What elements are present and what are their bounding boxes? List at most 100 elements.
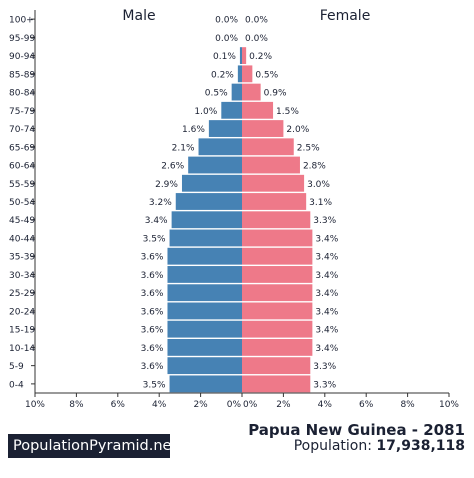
- female-value-label: 0.2%: [249, 52, 272, 62]
- female-bar-10-14: [242, 338, 313, 356]
- x-tick-label-right: 0%: [243, 400, 258, 410]
- male-bar-85-89: [237, 65, 242, 83]
- male-value-label: 2.1%: [172, 143, 195, 153]
- y-tick-label: 0-4: [9, 380, 24, 390]
- female-value-label: 2.8%: [303, 162, 326, 172]
- y-tick-label: 65-69: [9, 143, 35, 153]
- y-tick-label: 40-44: [9, 234, 35, 244]
- male-value-label: 0.2%: [211, 70, 234, 80]
- female-bar-55-59: [242, 174, 305, 192]
- male-value-label: 3.5%: [143, 380, 166, 390]
- y-tick-label: 5-9: [9, 362, 24, 372]
- male-bar-15-19: [167, 320, 242, 338]
- male-bar-90-94: [239, 47, 242, 65]
- male-bar-25-29: [167, 284, 242, 302]
- male-value-label: 3.2%: [149, 198, 172, 208]
- female-bar-60-64: [242, 156, 300, 174]
- male-bar-20-24: [167, 302, 242, 320]
- population-value: 17,938,118: [376, 438, 465, 454]
- x-tick-label-left: 2%: [193, 400, 208, 410]
- y-tick-label: 80-84: [9, 89, 35, 99]
- female-bar-5-9: [242, 357, 311, 375]
- female-value-label: 3.3%: [313, 362, 336, 372]
- y-tick-label: 10-14: [9, 344, 35, 354]
- legend-male: Male: [122, 8, 155, 24]
- legend-female: Female: [320, 8, 371, 24]
- male-bar-45-49: [171, 211, 242, 229]
- male-value-label: 3.6%: [141, 253, 164, 263]
- male-value-label: 3.6%: [141, 307, 164, 317]
- male-value-label: 0.5%: [205, 89, 228, 99]
- female-bar-25-29: [242, 284, 313, 302]
- brand-logo[interactable]: PopulationPyramid.net: [8, 434, 177, 458]
- female-bar-50-54: [242, 193, 307, 210]
- male-value-label: 1.6%: [182, 125, 205, 135]
- male-value-label: 3.6%: [141, 271, 164, 281]
- male-value-label: 1.0%: [194, 107, 217, 117]
- x-tick-label-right: 10%: [439, 400, 459, 410]
- male-bar-50-54: [175, 193, 242, 210]
- female-bar-45-49: [242, 211, 311, 229]
- male-value-label: 3.5%: [143, 234, 166, 244]
- female-bar-20-24: [242, 302, 313, 320]
- x-tick-label-right: 2%: [276, 400, 291, 410]
- female-value-label: 0.5%: [255, 70, 278, 80]
- male-bar-55-59: [181, 174, 242, 192]
- y-tick-label: 45-49: [9, 216, 35, 226]
- y-tick-label: 55-59: [9, 180, 35, 190]
- female-bar-70-74: [242, 120, 284, 137]
- female-value-label: 3.4%: [315, 271, 338, 281]
- female-value-label: 3.3%: [313, 216, 336, 226]
- female-value-label: 3.4%: [315, 344, 338, 354]
- chart-title: Papua New Guinea - 2081: [248, 421, 465, 439]
- female-bar-15-19: [242, 320, 313, 338]
- female-value-label: 3.0%: [307, 180, 330, 190]
- female-value-label: 3.4%: [315, 289, 338, 299]
- female-value-label: 3.4%: [315, 307, 338, 317]
- male-bar-40-44: [169, 229, 242, 247]
- female-value-label: 3.4%: [315, 234, 338, 244]
- x-tick-label-right: 6%: [359, 400, 374, 410]
- male-value-label: 2.9%: [155, 180, 178, 190]
- x-tick-label-left: 4%: [152, 400, 167, 410]
- y-tick-label: 25-29: [9, 289, 35, 299]
- y-tick-label: 95-99: [9, 34, 35, 44]
- female-bar-80-84: [242, 83, 261, 101]
- female-value-label: 3.4%: [315, 326, 338, 336]
- population-line: Population: 17,938,118: [294, 438, 465, 454]
- female-bar-90-94: [242, 47, 247, 65]
- y-tick-label: 15-19: [9, 326, 35, 336]
- y-tick-label: 75-79: [9, 107, 35, 117]
- female-value-label: 1.5%: [276, 107, 299, 117]
- female-value-label: 0.9%: [264, 89, 287, 99]
- y-tick-label: 100+: [9, 16, 34, 26]
- male-bar-10-14: [167, 338, 242, 356]
- male-value-label: 3.6%: [141, 289, 164, 299]
- x-tick-label-left: 8%: [69, 400, 84, 410]
- female-value-label: 3.1%: [309, 198, 332, 208]
- y-tick-label: 35-39: [9, 253, 35, 263]
- male-value-label: 3.6%: [141, 344, 164, 354]
- y-tick-label: 70-74: [9, 125, 35, 135]
- female-value-label: 2.5%: [297, 143, 320, 153]
- y-tick-label: 90-94: [9, 52, 35, 62]
- female-bar-75-79: [242, 101, 274, 119]
- male-bar-70-74: [208, 120, 242, 137]
- male-bar-60-64: [188, 156, 242, 174]
- female-bar-65-69: [242, 138, 294, 156]
- x-tick-label-left: 10%: [25, 400, 45, 410]
- male-bar-0-4: [169, 375, 242, 393]
- male-value-label: 0.0%: [215, 34, 238, 44]
- female-bar-40-44: [242, 229, 313, 247]
- y-tick-label: 60-64: [9, 162, 35, 172]
- male-bar-80-84: [231, 83, 242, 101]
- male-value-label: 3.6%: [141, 326, 164, 336]
- female-bar-85-89: [242, 65, 253, 83]
- population-label: Population:: [293, 438, 372, 454]
- male-value-label: 2.6%: [161, 162, 184, 172]
- y-tick-label: 30-34: [9, 271, 35, 281]
- female-value-label: 3.4%: [315, 253, 338, 263]
- male-bar-75-79: [221, 101, 242, 119]
- male-bar-65-69: [198, 138, 242, 156]
- male-bar-35-39: [167, 247, 242, 265]
